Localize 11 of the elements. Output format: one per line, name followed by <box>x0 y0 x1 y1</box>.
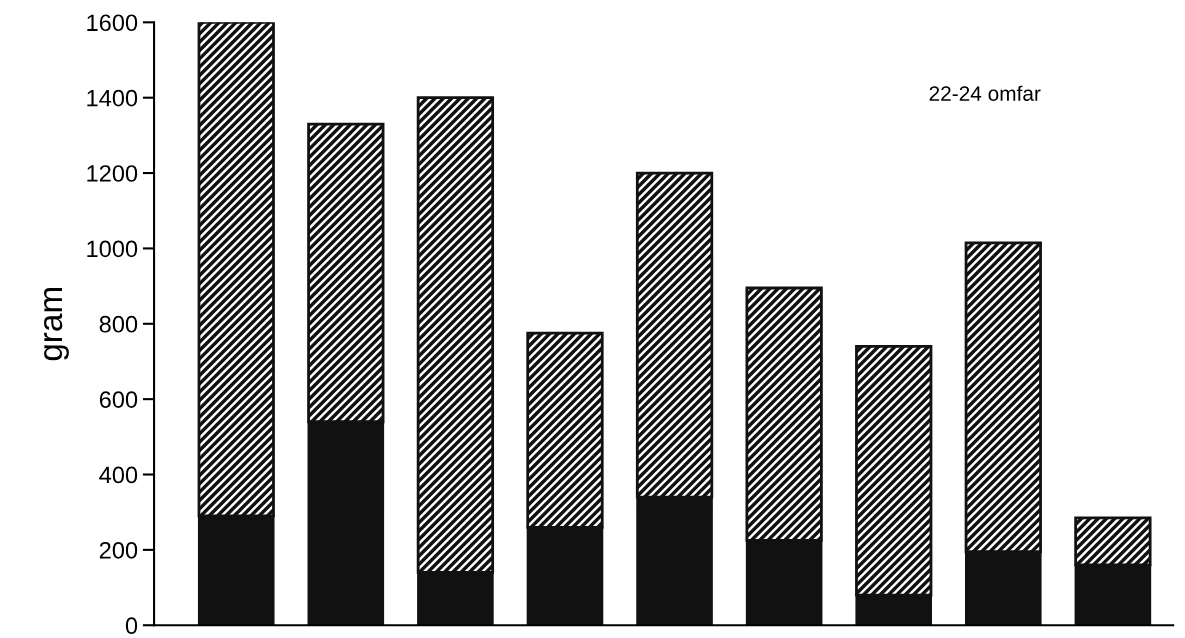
y-tick-label: 1200 <box>87 165 138 182</box>
y-tick-label: 1600 <box>87 14 138 32</box>
y-tick-label: 400 <box>99 466 138 484</box>
y-tick-label: 600 <box>99 391 138 408</box>
y-tick-label: 800 <box>99 315 138 333</box>
y-axis-title: gram <box>44 288 69 361</box>
y-tick-label: 1000 <box>87 240 138 258</box>
y-tick-label: 0 <box>125 617 138 635</box>
annotation: 22-24 omfar <box>929 85 1041 101</box>
y-tick-label: 1400 <box>87 89 138 107</box>
y-tick-label: 200 <box>99 541 138 559</box>
